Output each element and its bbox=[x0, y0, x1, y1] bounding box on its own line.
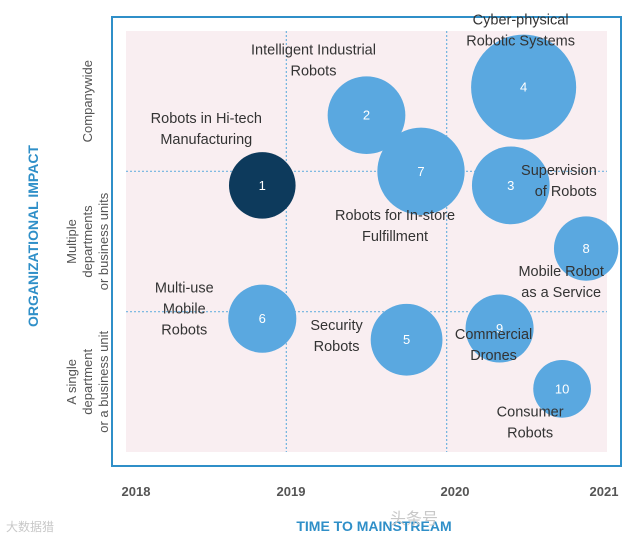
bubble-9 bbox=[465, 294, 534, 363]
x-tick-labels: 2018 2019 2020 2021 bbox=[122, 484, 619, 499]
bubble-name-4: Robotic Systems bbox=[466, 34, 575, 50]
y-category-label: Multiple departments or business units bbox=[64, 192, 111, 290]
bubble-name-3: of Robots bbox=[535, 184, 597, 200]
y-category-label: A single department or a business unit bbox=[64, 331, 111, 433]
bubble-name-10: Robots bbox=[507, 425, 553, 441]
bubble-name-6: Multi-use bbox=[155, 281, 214, 297]
bubble-number: 1 bbox=[259, 178, 266, 193]
bubble-number: 8 bbox=[583, 241, 590, 256]
bubble-name-6: Mobile bbox=[163, 302, 206, 318]
bubble-3 bbox=[471, 146, 550, 225]
bubble-name-2: Intelligent Industrial bbox=[251, 43, 376, 59]
y-category-labels: A single department or a business unit Mult… bbox=[64, 60, 111, 433]
bubble-series: 1 2 3 4 5 6 7 8 9 10 bbox=[228, 34, 619, 418]
y-category-line: department bbox=[80, 349, 95, 415]
x-axis-title: TIME TO MAINSTREAM bbox=[296, 518, 451, 534]
bubble-name-labels: Robots in Hi-tech Manufacturing Intelligen… bbox=[151, 13, 604, 442]
y-category-line: Companywide bbox=[80, 60, 95, 142]
bubble-number: 5 bbox=[403, 332, 410, 347]
bubble-number: 4 bbox=[520, 80, 527, 95]
bubble-8 bbox=[553, 216, 619, 281]
bubble-number: 2 bbox=[363, 108, 370, 123]
bubble-name-4: Cyber-physical bbox=[473, 13, 569, 29]
bubble-number: 3 bbox=[507, 178, 514, 193]
bubble-name-5: Robots bbox=[314, 339, 360, 355]
bubble-name-3: Supervision bbox=[521, 163, 597, 179]
bubble-name-10: Consumer bbox=[497, 404, 564, 420]
bubble-4 bbox=[471, 34, 577, 140]
bubble-number: 9 bbox=[496, 321, 503, 336]
bubble-name-1: Manufacturing bbox=[160, 132, 252, 148]
bubble-number: 6 bbox=[259, 311, 266, 326]
y-category-line: or business units bbox=[96, 192, 111, 290]
watermark-center: 头条号 bbox=[390, 510, 438, 528]
x-tick-label: 2021 bbox=[590, 484, 619, 499]
y-category-label: Companywide bbox=[80, 60, 95, 142]
bubble-5 bbox=[370, 303, 443, 376]
bubble-number: 7 bbox=[417, 164, 424, 179]
bubble-1 bbox=[228, 152, 296, 219]
bubble-name-1: Robots in Hi-tech bbox=[151, 111, 262, 127]
y-category-line: or a business unit bbox=[96, 331, 111, 433]
y-category-line: A single bbox=[64, 359, 79, 405]
bubble-2 bbox=[327, 76, 406, 155]
bubble-name-5: Security bbox=[310, 318, 363, 334]
watermark-left: 大数据猎 bbox=[6, 519, 54, 534]
x-tick-label: 2020 bbox=[441, 484, 470, 499]
bubble-name-9: Drones bbox=[470, 348, 517, 364]
bubble-name-8: as a Service bbox=[521, 285, 601, 301]
bubble-number: 10 bbox=[555, 381, 569, 396]
bubble-10 bbox=[533, 359, 591, 418]
y-axis-title: ORGANIZATIONAL IMPACT bbox=[25, 145, 41, 327]
y-category-line: Multiple bbox=[64, 219, 79, 264]
bubble-name-8: Mobile Robot bbox=[518, 264, 603, 280]
bubble-name-9: Commercial bbox=[455, 327, 532, 343]
bubble-name-6: Robots bbox=[161, 323, 207, 339]
bubble-7 bbox=[377, 127, 465, 215]
bubble-name-7: Robots for In-store bbox=[335, 208, 455, 224]
bubble-6 bbox=[228, 284, 297, 353]
y-category-line: departments bbox=[80, 205, 95, 278]
x-tick-label: 2019 bbox=[277, 484, 306, 499]
bubble-name-7: Fulfillment bbox=[362, 229, 428, 245]
bubble-name-2: Robots bbox=[291, 64, 337, 80]
x-tick-label: 2018 bbox=[122, 484, 151, 499]
